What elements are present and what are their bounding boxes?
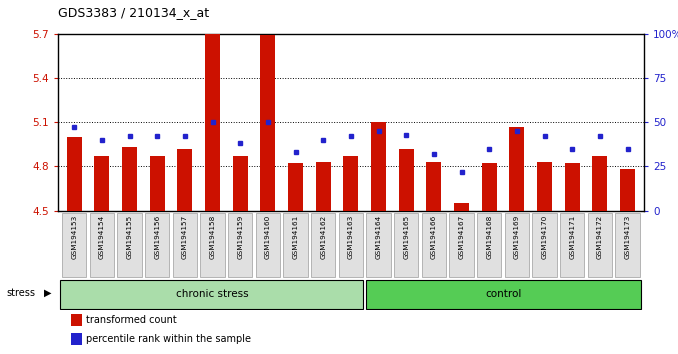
Text: GSM194172: GSM194172 bbox=[597, 215, 603, 259]
Bar bbox=[565, 164, 580, 211]
Text: GSM194156: GSM194156 bbox=[154, 215, 160, 259]
FancyBboxPatch shape bbox=[560, 213, 584, 277]
FancyBboxPatch shape bbox=[173, 213, 197, 277]
FancyBboxPatch shape bbox=[311, 213, 336, 277]
FancyBboxPatch shape bbox=[366, 280, 641, 308]
Bar bbox=[288, 164, 303, 211]
Bar bbox=[122, 147, 137, 211]
Bar bbox=[177, 149, 193, 211]
FancyBboxPatch shape bbox=[588, 213, 612, 277]
Bar bbox=[66, 137, 82, 211]
Bar bbox=[71, 314, 81, 326]
Text: GSM194162: GSM194162 bbox=[320, 215, 326, 259]
FancyBboxPatch shape bbox=[422, 213, 446, 277]
Text: stress: stress bbox=[7, 287, 36, 298]
Text: GSM194153: GSM194153 bbox=[71, 215, 77, 259]
FancyBboxPatch shape bbox=[339, 213, 363, 277]
Text: GSM194157: GSM194157 bbox=[182, 215, 188, 259]
Text: GSM194166: GSM194166 bbox=[431, 215, 437, 259]
Text: GSM194171: GSM194171 bbox=[569, 215, 575, 259]
Bar bbox=[260, 35, 275, 211]
FancyBboxPatch shape bbox=[89, 213, 114, 277]
FancyBboxPatch shape bbox=[532, 213, 557, 277]
Text: GSM194154: GSM194154 bbox=[99, 215, 105, 259]
Text: GSM194155: GSM194155 bbox=[127, 215, 133, 259]
FancyBboxPatch shape bbox=[201, 213, 224, 277]
Bar bbox=[94, 156, 110, 211]
Text: GDS3383 / 210134_x_at: GDS3383 / 210134_x_at bbox=[58, 6, 209, 19]
Text: GSM194170: GSM194170 bbox=[542, 215, 548, 259]
FancyBboxPatch shape bbox=[616, 213, 639, 277]
Bar bbox=[509, 126, 525, 211]
Text: GSM194173: GSM194173 bbox=[624, 215, 631, 259]
Text: GSM194159: GSM194159 bbox=[237, 215, 243, 259]
Text: GSM194167: GSM194167 bbox=[458, 215, 464, 259]
Text: GSM194163: GSM194163 bbox=[348, 215, 354, 259]
Bar bbox=[233, 156, 248, 211]
Text: ▶: ▶ bbox=[44, 287, 52, 298]
FancyBboxPatch shape bbox=[145, 213, 170, 277]
FancyBboxPatch shape bbox=[366, 213, 391, 277]
FancyBboxPatch shape bbox=[450, 213, 474, 277]
Text: GSM194165: GSM194165 bbox=[403, 215, 410, 259]
Bar bbox=[399, 149, 414, 211]
FancyBboxPatch shape bbox=[62, 213, 86, 277]
FancyBboxPatch shape bbox=[504, 213, 529, 277]
FancyBboxPatch shape bbox=[283, 213, 308, 277]
Text: chronic stress: chronic stress bbox=[176, 289, 248, 299]
Text: GSM194168: GSM194168 bbox=[486, 215, 492, 259]
FancyBboxPatch shape bbox=[117, 213, 142, 277]
FancyBboxPatch shape bbox=[477, 213, 501, 277]
FancyBboxPatch shape bbox=[256, 213, 280, 277]
Text: control: control bbox=[485, 289, 522, 299]
Text: GSM194169: GSM194169 bbox=[514, 215, 520, 259]
Bar bbox=[426, 162, 441, 211]
Text: transformed count: transformed count bbox=[85, 315, 176, 325]
Text: percentile rank within the sample: percentile rank within the sample bbox=[85, 334, 250, 344]
Bar bbox=[454, 203, 469, 211]
Bar bbox=[205, 34, 220, 211]
FancyBboxPatch shape bbox=[394, 213, 418, 277]
FancyBboxPatch shape bbox=[60, 280, 363, 308]
Text: GSM194164: GSM194164 bbox=[376, 215, 382, 259]
Bar bbox=[343, 156, 359, 211]
Bar bbox=[315, 162, 331, 211]
Bar bbox=[537, 162, 552, 211]
Bar bbox=[481, 164, 497, 211]
Bar bbox=[620, 169, 635, 211]
Bar bbox=[371, 122, 386, 211]
Text: GSM194158: GSM194158 bbox=[210, 215, 216, 259]
Bar bbox=[150, 156, 165, 211]
FancyBboxPatch shape bbox=[228, 213, 252, 277]
Bar bbox=[592, 156, 607, 211]
Text: GSM194161: GSM194161 bbox=[292, 215, 298, 259]
Text: GSM194160: GSM194160 bbox=[265, 215, 271, 259]
Bar bbox=[71, 333, 81, 345]
